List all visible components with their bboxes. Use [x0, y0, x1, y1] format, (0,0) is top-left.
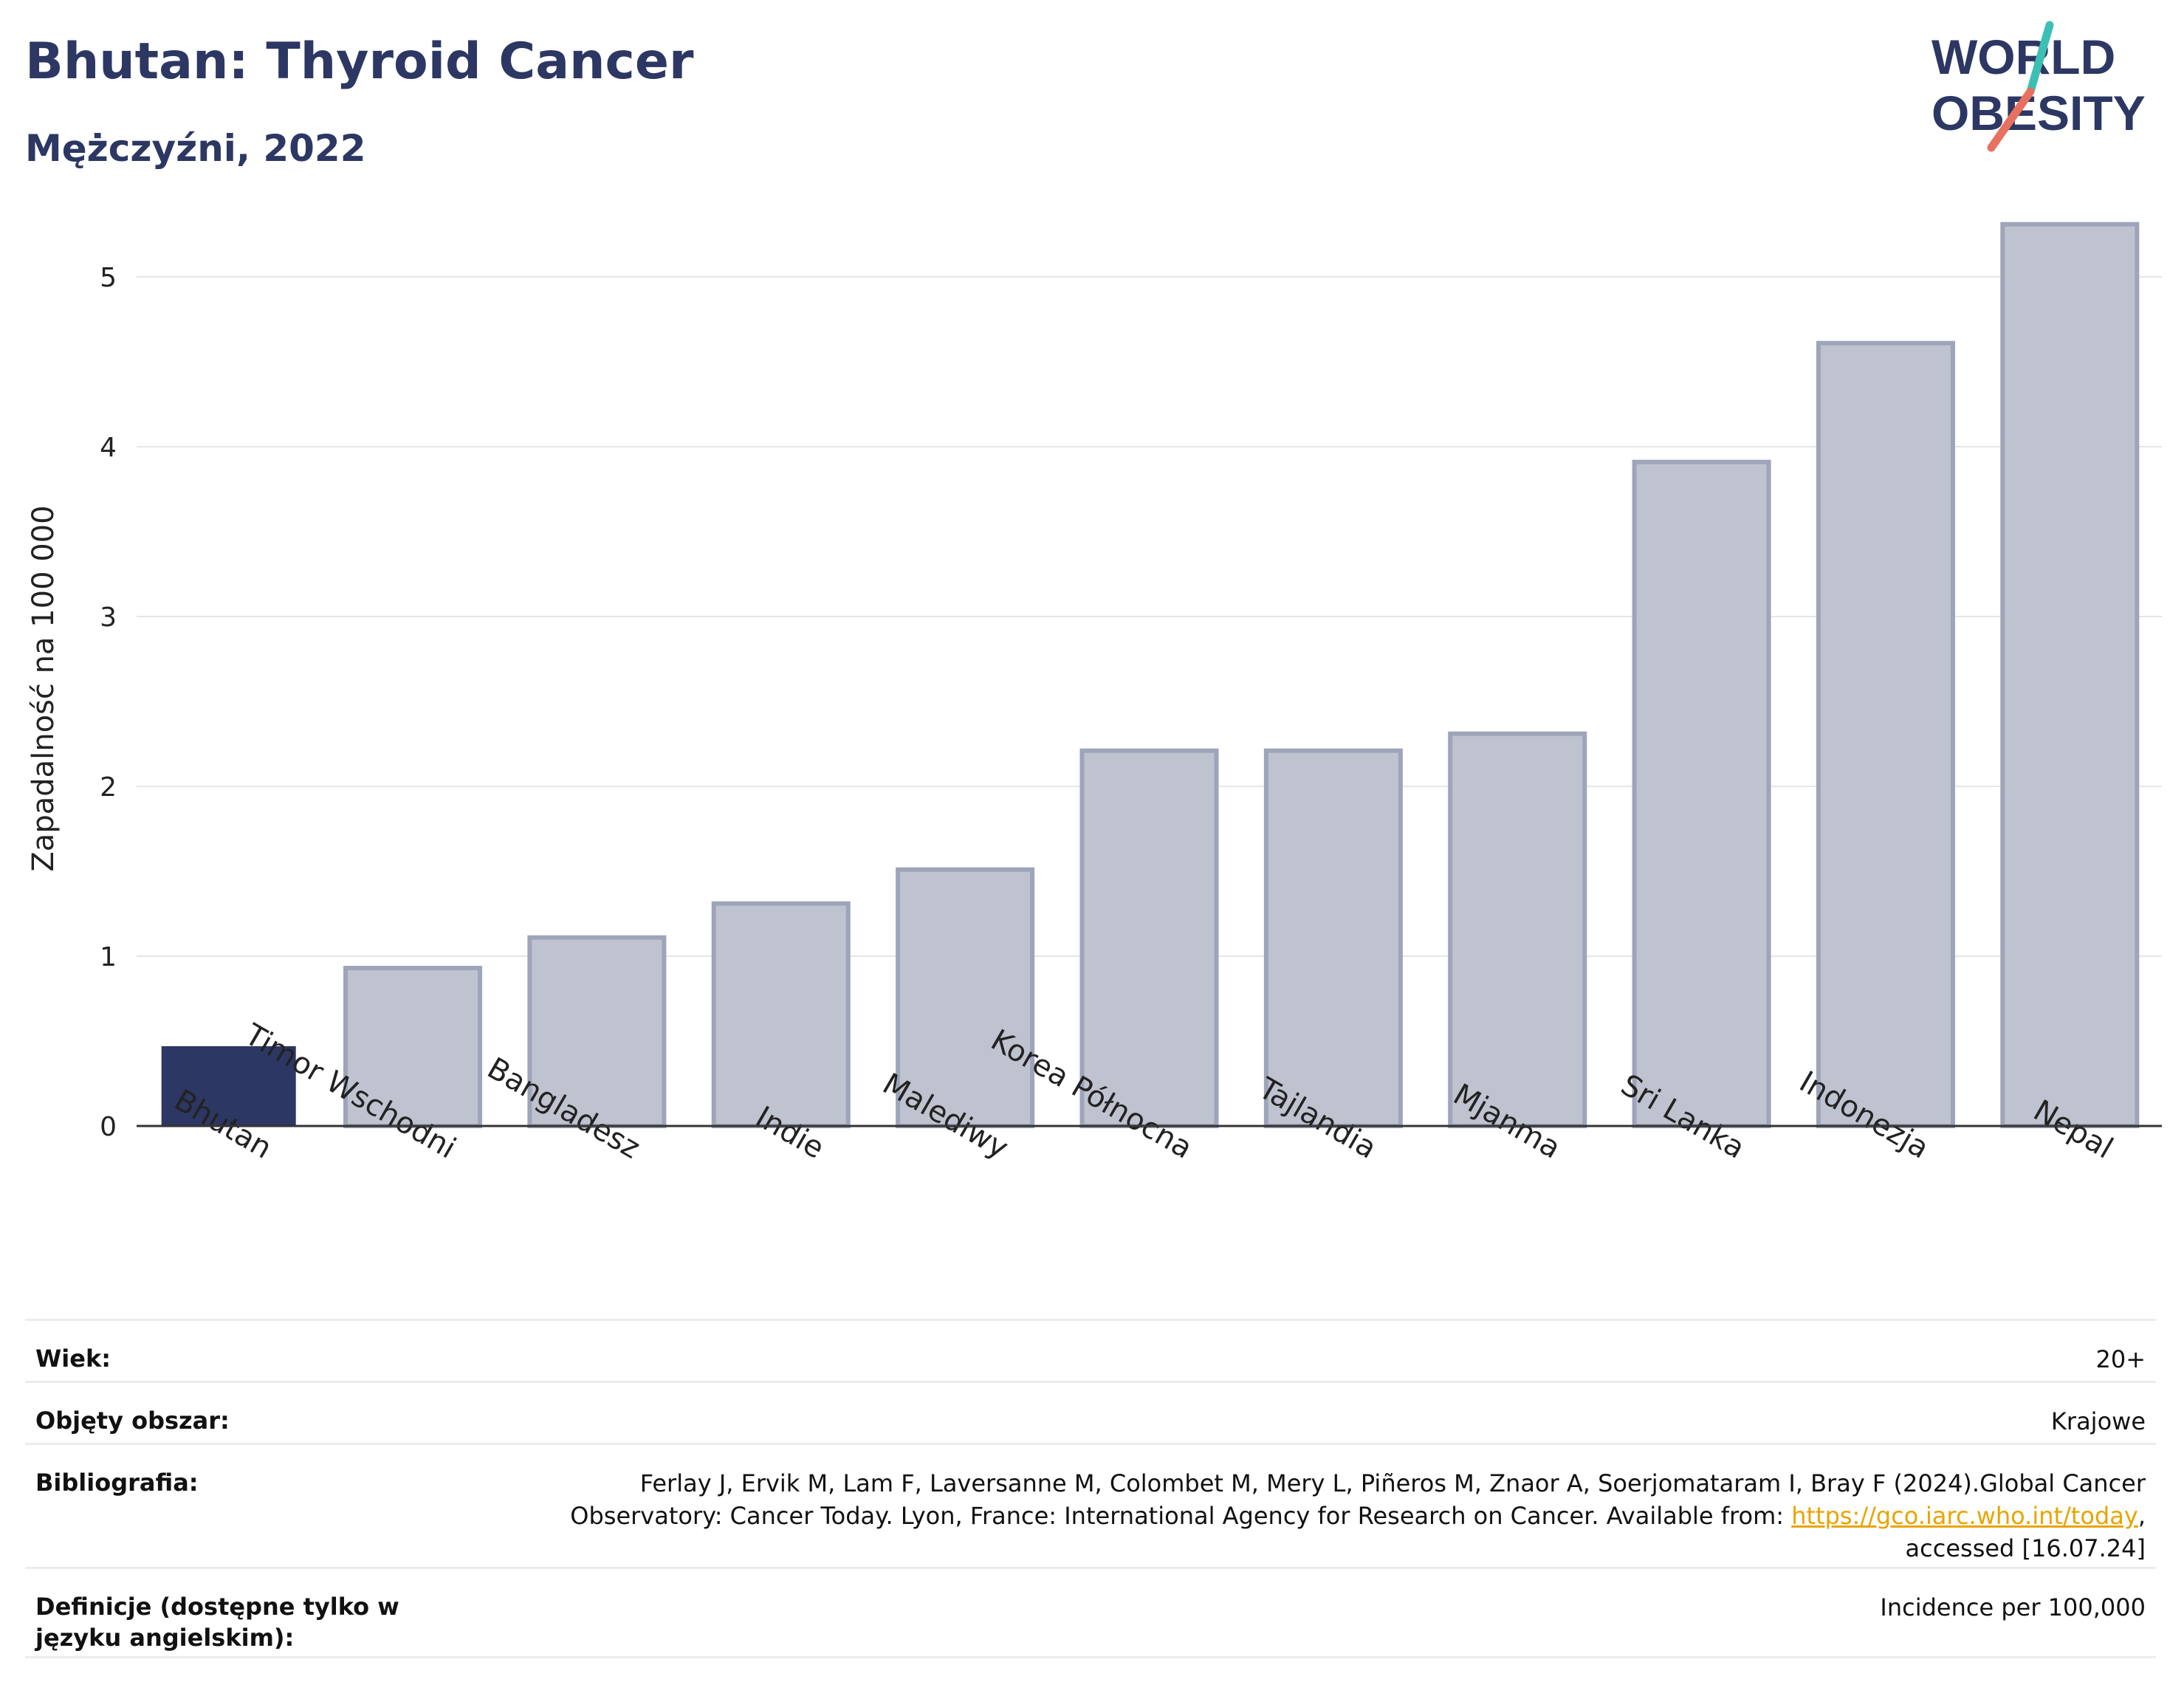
y-tick-label: 5 [100, 263, 117, 293]
chart-title: Bhutan: Thyroid Cancer [25, 32, 694, 91]
bibliography-accessed: , accessed [16.07.24] [1905, 1502, 2146, 1562]
bar [1632, 459, 1771, 1128]
y-tick-label: 3 [100, 602, 117, 633]
world-obesity-logo: WORLD OBESITY [1931, 21, 2146, 152]
y-tick-label: 0 [100, 1112, 117, 1142]
bar [161, 1046, 296, 1126]
coverage-value: Krajowe [2050, 1407, 2146, 1435]
bibliography-label: Bibliografia: [35, 1469, 199, 1497]
logo-slash-teal [2026, 21, 2054, 96]
meta-row-age: Wiek: 20+ [25, 1319, 2156, 1381]
age-label: Wiek: [35, 1345, 111, 1373]
bar [1816, 340, 1955, 1129]
definitions-value: Incidence per 100,000 [1880, 1593, 2146, 1621]
meta-row-definitions: Definicje (dostępne tylko w języku angie… [25, 1567, 2156, 1658]
y-tick-label: 2 [100, 772, 117, 803]
bibliography-text: Ferlay J, Ervik M, Lam F, Laversanne M, … [570, 1469, 2146, 1530]
bar [711, 901, 851, 1128]
bar [1079, 748, 1219, 1128]
meta-row-coverage: Objęty obszar: Krajowe [25, 1381, 2156, 1443]
bar [1448, 731, 1587, 1128]
bar [1263, 748, 1403, 1128]
logo-text-obesity: OBESITY [1931, 86, 2146, 140]
metadata-table: Wiek: 20+ Objęty obszar: Krajowe Bibliog… [25, 1319, 2156, 1658]
y-axis-title: Zapadalność na 100 000 [27, 505, 61, 871]
logo-text-world: WORLD [1931, 30, 2115, 84]
coverage-label: Objęty obszar: [35, 1407, 230, 1435]
definitions-label: Definicje (dostępne tylko w języku angie… [35, 1593, 399, 1652]
y-tick-label: 1 [100, 942, 117, 972]
logo-slash-coral [1987, 87, 2035, 152]
bar [343, 966, 483, 1128]
chart-subtitle: Mężczyźni, 2022 [25, 127, 366, 170]
bibliography-link[interactable]: https://gco.iarc.who.int/today [1791, 1502, 2138, 1530]
age-value: 20+ [2095, 1345, 2146, 1373]
bar [2000, 222, 2140, 1129]
meta-row-bibliography: Bibliografia: Ferlay J, Ervik M, Lam F, … [25, 1443, 2156, 1567]
bibliography-value: Ferlay J, Ervik M, Lam F, Laversanne M, … [521, 1467, 2146, 1565]
y-tick-label: 4 [100, 433, 117, 463]
